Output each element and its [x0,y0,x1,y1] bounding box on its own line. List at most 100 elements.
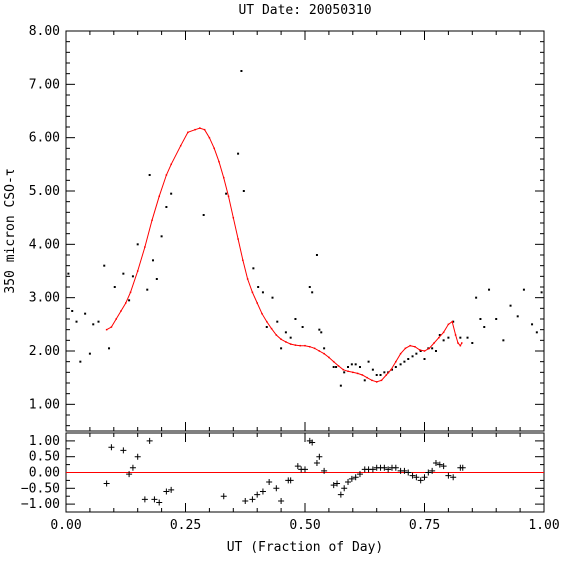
main-ytick-label: 4.00 [29,237,60,252]
data-point [128,299,131,302]
resid-ytick-label: 1.00 [29,434,60,449]
main-ytick-label: 6.00 [29,131,60,146]
data-point [383,371,386,374]
residual-point [440,463,447,470]
model-curve-point [447,323,450,326]
model-curve-point [246,278,249,280]
residual-point [126,471,133,478]
data-point [471,342,474,344]
model-curve [106,127,463,383]
xtick-label: 0.50 [289,518,320,533]
data-point [237,152,240,155]
model-curve-point [144,246,146,248]
data-point [495,318,498,320]
main-ytick-label: 2.00 [29,344,60,359]
model-curve-point [261,312,263,315]
model-curve-point [299,344,301,347]
model-curve-point [347,370,349,373]
model-curve-point [414,345,416,348]
data-point [516,315,519,318]
residual-point [309,439,316,446]
model-curve-point [105,328,108,331]
data-point [320,331,323,334]
residual-point [141,496,148,503]
residual-point [273,485,280,492]
data-point [423,358,426,360]
data-point [315,254,318,256]
data-point [165,206,168,208]
model-curve-point [390,368,392,371]
model-curve-point [237,238,239,240]
model-curve-point [409,344,411,347]
data-point [483,326,486,328]
residual-point [168,486,175,493]
main-ytick-label: 3.00 [29,291,60,306]
data-point [257,286,260,288]
model-curve-point [203,128,206,131]
residual-point [337,491,344,498]
residual-point [266,478,273,485]
data-point [92,323,95,326]
data-point [459,336,462,339]
residual-point [392,464,399,471]
model-curve-point [125,302,127,304]
model-curve-point [371,379,373,382]
residual-point [385,466,392,473]
data-point [170,192,173,195]
data-point [84,312,87,315]
data-point [522,288,525,291]
model-curve-point [404,347,407,350]
model-curve-point [158,195,160,198]
data-point [113,286,116,288]
model-curve-point [459,344,462,347]
main-ytick-label: 5.00 [29,184,60,199]
model-curve-point [165,174,168,176]
xtick-label: 1.00 [528,518,559,533]
model-curve-point [194,128,196,131]
xtick-label: 0.75 [409,518,440,533]
model-curve-point [323,352,325,355]
residual-point [316,453,323,460]
residual-point [321,467,328,474]
data-point [452,320,455,323]
data-point [155,278,158,280]
data-point [379,374,382,376]
residual-point [405,469,412,476]
model-curve-point [136,270,139,272]
residual-point [369,466,376,473]
data-point [540,291,543,294]
residual-point [432,460,439,467]
model-curve-point [328,356,330,359]
model-curve-point [256,302,258,304]
data-point [151,259,154,262]
data-point [354,363,357,366]
data-point [122,272,125,275]
data-point [367,360,370,363]
model-curve-point [110,326,113,328]
model-curve-point [208,136,211,139]
residual-point [436,461,443,468]
data-point [332,366,335,368]
residual-point [146,437,153,444]
data-point [407,358,410,360]
data-point [339,384,342,387]
residual-point [345,478,352,485]
residual-point [302,466,308,473]
data-point [284,331,287,334]
data-point [375,374,378,376]
data-point [466,336,469,339]
residual-point [151,496,158,503]
model-curve-point [451,320,453,323]
residual-point [330,482,337,489]
model-curve-point [361,374,364,376]
model-curve-point [151,219,153,222]
data-point [318,328,321,331]
model-curve-point [442,331,445,334]
data-point [276,320,279,323]
residual-point [134,453,141,460]
residual-point [163,488,170,495]
resid-ytick-label: −0.50 [21,481,60,496]
model-curve-point [454,334,457,336]
model-curve-point [418,349,421,351]
residual-point [334,480,341,487]
